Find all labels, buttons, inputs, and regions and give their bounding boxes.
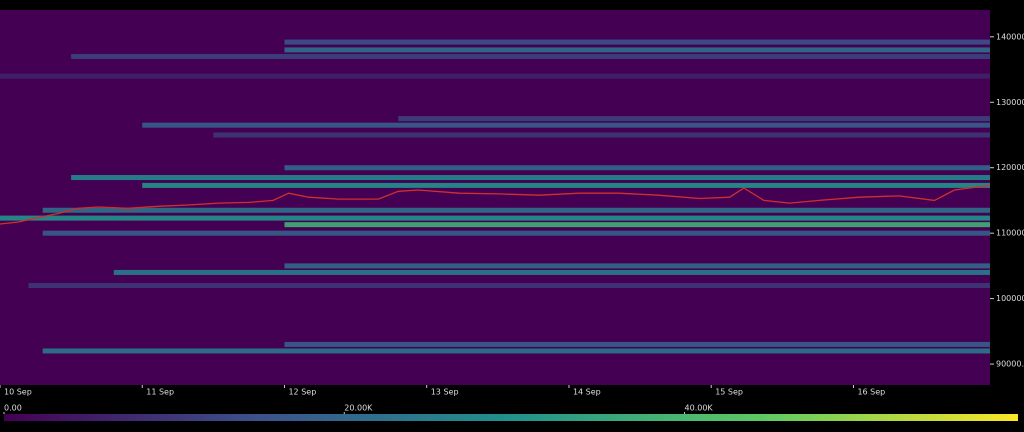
x-tick-label: 10 Sep bbox=[4, 388, 32, 397]
heat-band bbox=[284, 165, 990, 171]
heat-band bbox=[284, 341, 990, 347]
x-tick-label: 14 Sep bbox=[573, 388, 601, 397]
y-tick-label: 140000.0 bbox=[996, 32, 1024, 41]
heat-band bbox=[28, 283, 990, 289]
colorbar-tick-label: 20.00K bbox=[344, 404, 373, 413]
x-tick-label: 15 Sep bbox=[715, 388, 743, 397]
heat-band bbox=[284, 222, 990, 228]
heat-band bbox=[42, 348, 990, 354]
heat-band bbox=[398, 116, 990, 122]
y-tick-label: 90000.0 bbox=[996, 360, 1024, 369]
colorbar-tick-label: 40.00K bbox=[685, 404, 714, 413]
y-tick-label: 120000.0 bbox=[996, 163, 1024, 172]
price-line bbox=[0, 184, 991, 225]
plot-area bbox=[0, 10, 990, 385]
heat-band bbox=[284, 263, 990, 269]
heat-band bbox=[142, 122, 990, 128]
y-tick-label: 130000.0 bbox=[996, 98, 1024, 107]
heat-band bbox=[284, 39, 990, 45]
colorbar-tick-label: 0.00 bbox=[4, 404, 22, 413]
y-tick-label: 100000.0 bbox=[996, 294, 1024, 303]
y-tick-label: 110000.0 bbox=[996, 229, 1024, 238]
heat-band bbox=[0, 73, 990, 79]
x-tick-label: 16 Sep bbox=[857, 388, 885, 397]
heat-band bbox=[71, 53, 991, 59]
heat-band bbox=[142, 182, 990, 188]
x-tick-label: 11 Sep bbox=[146, 388, 174, 397]
heat-band bbox=[71, 175, 991, 181]
heat-band bbox=[113, 269, 991, 275]
x-tick-label: 12 Sep bbox=[288, 388, 316, 397]
x-tick-label: 13 Sep bbox=[431, 388, 459, 397]
heat-band bbox=[213, 132, 991, 138]
colorbar bbox=[4, 414, 1018, 421]
heat-band bbox=[0, 215, 990, 221]
heat-band bbox=[42, 207, 990, 213]
heat-band bbox=[42, 230, 990, 236]
heat-band bbox=[284, 47, 990, 53]
